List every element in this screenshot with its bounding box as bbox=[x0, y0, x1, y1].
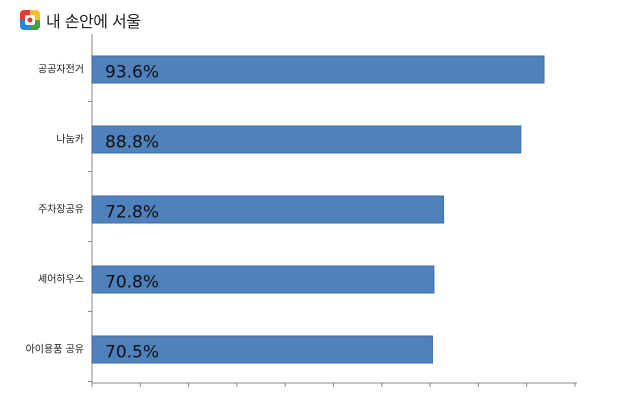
category-label-4: 아이용품 공유 bbox=[26, 344, 84, 356]
seoul-logo-icon bbox=[20, 10, 40, 30]
category-label-1: 나눔카 bbox=[56, 134, 84, 146]
data-label-3: 70.8% bbox=[105, 273, 159, 293]
data-label-4: 70.5% bbox=[105, 343, 159, 363]
brand-header: 내 손안에 서울 bbox=[20, 8, 141, 32]
bar-3 bbox=[91, 265, 435, 294]
brand-name: 내 손안에 서울 bbox=[46, 12, 141, 31]
data-label-0: 93.6% bbox=[105, 63, 159, 83]
data-label-1: 88.8% bbox=[105, 133, 159, 153]
bar-2 bbox=[91, 195, 445, 224]
category-label-0: 공공자전거 bbox=[38, 64, 84, 76]
category-label-3: 셰어하우스 bbox=[38, 273, 84, 286]
bar-0 bbox=[91, 55, 545, 84]
category-label-2: 주차장공유 bbox=[38, 204, 84, 216]
bar-4 bbox=[91, 335, 433, 364]
bar-1 bbox=[91, 125, 522, 154]
data-label-2: 72.8% bbox=[105, 203, 159, 223]
